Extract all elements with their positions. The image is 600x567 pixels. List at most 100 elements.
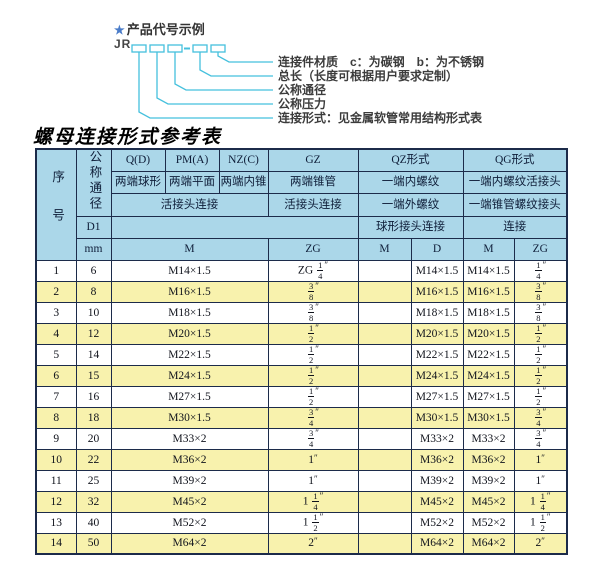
cell-qz-d: M30×1.5 (410, 406, 464, 429)
cell-qg-zg: 1 2 ″ (513, 364, 568, 387)
table-row: 3 10 M18×1.5 3 8 ″ M18×1.5 M18×1.5 3 8 ″ (35, 301, 568, 324)
inch-mark: ″ (315, 428, 319, 438)
header-qz-desc3: 球形接头连接 (357, 215, 464, 239)
diagram-label-length: 总长（长度可根据用户要求定制） (278, 69, 459, 83)
cell-qz-m (357, 322, 412, 345)
header-nominal-diameter: 公称通径 (75, 148, 112, 217)
cell-qz-m (357, 427, 412, 450)
cell-zg: 3 4 ″ (267, 427, 359, 450)
cell-qz-m (357, 469, 412, 492)
table-row: 13 40 M52×2 1 1 2 ″ M52×2 M52×2 1 1 2 ″ (35, 511, 568, 534)
cell-mm: 40 (75, 511, 112, 534)
cell-qg-zg: 3 4 ″ (513, 427, 568, 450)
cell-qz-m (357, 364, 412, 387)
table-row: 4 12 M20×1.5 1 2 ″ M20×1.5 M20×1.5 1 2 ″ (35, 322, 568, 345)
table-row: 5 14 M22×1.5 1 2 ″ M22×1.5 M22×1.5 1 2 ″ (35, 343, 568, 366)
header-col-q: Q(D) (110, 148, 166, 172)
product-code-example-title: ★ 产品代号示例 (114, 19, 205, 38)
table-row: 8 18 M30×1.5 3 4 ″ M30×1.5 M30×1.5 3 4 ″ (35, 406, 568, 429)
header-m-main: M (110, 237, 269, 261)
cell-qg-zg: 1 2 ″ (513, 343, 568, 366)
cell-seq: 6 (35, 364, 77, 387)
cell-qz-m (357, 343, 412, 366)
cell-mm: 20 (75, 427, 112, 450)
inch-mark: ″ (542, 302, 547, 312)
cell-seq: 13 (35, 511, 77, 534)
cell-qg-zg: 3 8 ″ (513, 301, 568, 324)
cell-m: M20×1.5 (110, 322, 269, 345)
diagram-label-diameter: 公称通径 (278, 83, 327, 97)
cell-zg: 1″ (267, 469, 359, 492)
cell-mm: 32 (75, 490, 112, 513)
cell-qz-d: M64×2 (410, 532, 464, 555)
table-row: 11 25 M39×2 1″ M39×2 M39×2 1″ (35, 469, 568, 492)
cell-qz-m (357, 448, 412, 471)
cell-qz-d: M14×1.5 (410, 259, 464, 282)
header-qz-desc2: 一端外螺纹 (357, 193, 464, 217)
cell-qz-m (357, 511, 412, 534)
header-qz-desc1: 一端内螺纹 (357, 170, 464, 195)
cell-qz-m (357, 385, 412, 408)
header-col-gz: GZ (267, 148, 359, 172)
cell-m: M16×1.5 (110, 280, 269, 303)
cell-qg-m: M36×2 (462, 448, 515, 471)
header-qg-desc2: 一端锥管螺纹接头 (462, 193, 568, 217)
code-box-3 (167, 44, 183, 53)
code-box-1 (131, 44, 147, 53)
table-row: 14 50 M64×2 2″ M64×2 M64×2 2″ (35, 532, 568, 555)
cell-qg-m: M18×1.5 (462, 301, 515, 324)
code-box-2 (149, 44, 165, 53)
cell-seq: 14 (35, 532, 77, 555)
cell-qz-d: M27×1.5 (410, 385, 464, 408)
header-qg-zg: ZG (513, 237, 568, 261)
inch-mark: ″ (542, 386, 547, 396)
cell-qg-zg: 1 1 2 ″ (513, 511, 568, 534)
cell-qg-zg: 2″ (513, 532, 568, 555)
cell-mm: 15 (75, 364, 112, 387)
cell-zg: 1 2 ″ (267, 322, 359, 345)
cell-qg-zg: 1 2 ″ (513, 385, 568, 408)
cell-qg-m: M24×1.5 (462, 364, 515, 387)
leader-line-5 (138, 52, 273, 119)
cell-m: M18×1.5 (110, 301, 269, 324)
cell-qg-m: M22×1.5 (462, 343, 515, 366)
cell-qg-zg: 1 1 4 ″ (513, 490, 568, 513)
inch-mark: ″ (542, 365, 547, 375)
cell-qg-m: M14×1.5 (462, 259, 515, 282)
header-qg-m: M (462, 237, 515, 261)
inch-mark: ″ (314, 473, 318, 484)
cell-seq: 12 (35, 490, 77, 513)
header-d1: D1 (75, 215, 112, 239)
cell-qg-m: M45×2 (462, 490, 515, 513)
cell-m: M45×2 (110, 490, 269, 513)
cell-qz-m (357, 259, 412, 282)
header-qz-m: M (357, 237, 412, 261)
cell-zg: ZG 1 4 ″ (267, 259, 359, 282)
inch-mark: ″ (315, 281, 319, 291)
header-q-desc: 两端球形 (110, 170, 166, 195)
cell-qg-m: M52×2 (462, 511, 515, 534)
cell-mm: 18 (75, 406, 112, 429)
cell-qz-m (357, 406, 412, 429)
cell-m: M14×1.5 (110, 259, 269, 282)
cell-seq: 5 (35, 343, 77, 366)
cell-m: M24×1.5 (110, 364, 269, 387)
leader-line-2 (199, 52, 273, 77)
cell-qz-d: M45×2 (410, 490, 464, 513)
cell-zg: 1″ (267, 448, 359, 471)
code-box-5 (210, 44, 226, 53)
inch-mark: ″ (541, 452, 545, 463)
header-col-qz: QZ形式 (357, 148, 464, 172)
cell-qz-d: M39×2 (410, 469, 464, 492)
